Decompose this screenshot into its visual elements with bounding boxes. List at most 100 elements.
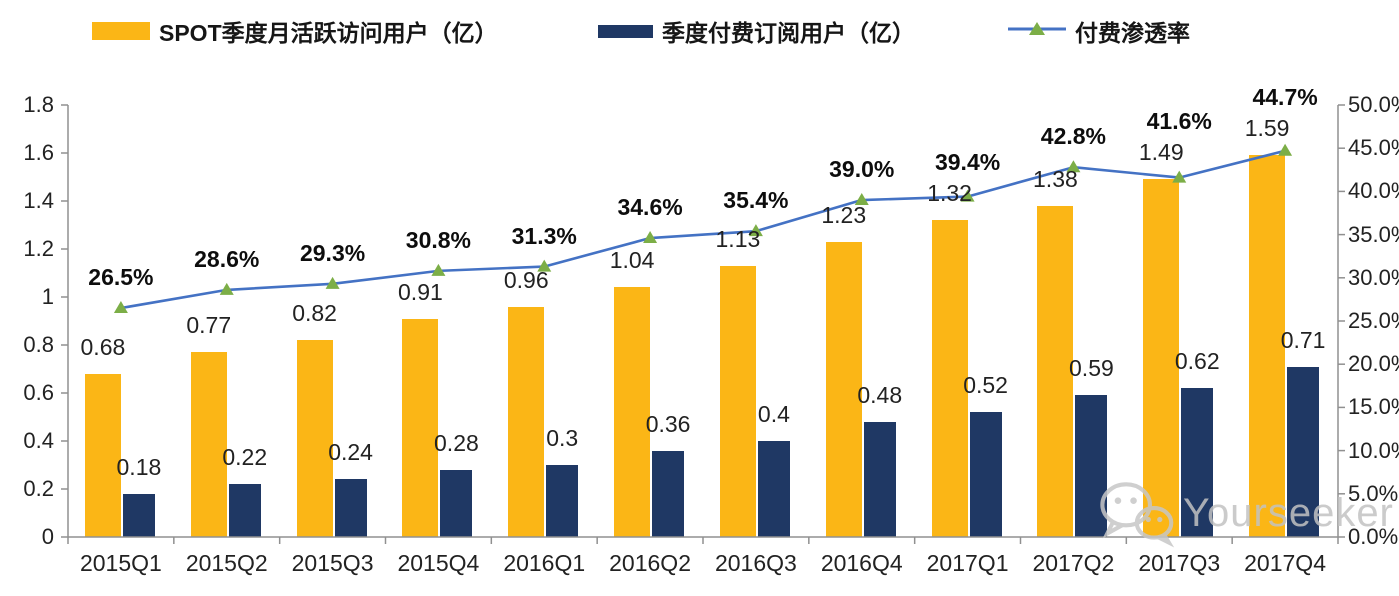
bar-mau-2015Q4 bbox=[402, 318, 439, 537]
right-axis-tick: 20.0% bbox=[1348, 351, 1399, 377]
penetration-value-label: 39.4% bbox=[934, 149, 1001, 176]
penetration-value-label: 29.3% bbox=[299, 239, 366, 266]
bar-subscribers-2015Q1 bbox=[122, 493, 155, 537]
bar-subscribers-2015Q2 bbox=[228, 484, 261, 537]
bar-subscribers-2015Q4 bbox=[440, 469, 473, 537]
left-axis-tick: 0 bbox=[41, 524, 54, 549]
mau-value-label: 0.96 bbox=[503, 266, 549, 293]
mau-value-label: 0.77 bbox=[186, 312, 232, 339]
left-axis-tick: 0.6 bbox=[23, 380, 54, 405]
left-axis-tick: 1.2 bbox=[23, 236, 54, 261]
right-axis-tick: 10.0% bbox=[1348, 437, 1399, 463]
mau-value-label: 1.32 bbox=[927, 180, 972, 207]
right-axis-tick: 45.0% bbox=[1348, 135, 1399, 161]
subscribers-value-label: 0.48 bbox=[857, 381, 903, 408]
bar-mau-2016Q1 bbox=[508, 306, 545, 537]
mau-value-label: 0.82 bbox=[292, 300, 337, 327]
x-axis-label: 2015Q4 bbox=[397, 550, 480, 576]
subscribers-value-label: 0.71 bbox=[1280, 326, 1326, 353]
x-axis-label: 2017Q4 bbox=[1244, 550, 1326, 576]
left-axis-tick: 1.4 bbox=[23, 188, 54, 213]
mau-value-label: 1.13 bbox=[715, 225, 761, 252]
x-axis-label: 2016Q2 bbox=[609, 550, 691, 576]
bar-subscribers-2016Q3 bbox=[757, 441, 790, 537]
left-axis-tick: 1.8 bbox=[23, 92, 54, 117]
x-axis-label: 2017Q2 bbox=[1032, 550, 1115, 576]
x-axis-label: 2017Q3 bbox=[1138, 550, 1221, 576]
left-axis-tick: 1 bbox=[41, 284, 54, 309]
x-axis-label: 2016Q3 bbox=[714, 550, 797, 576]
bar-mau-2015Q1 bbox=[84, 373, 121, 537]
bar-mau-2015Q3 bbox=[296, 340, 333, 537]
legend-label-mau: SPOT季度月活跃访问用户（亿） bbox=[159, 20, 498, 46]
legend-item-mau: SPOT季度月活跃访问用户（亿） bbox=[92, 18, 498, 46]
watermark-text: Yourseeker bbox=[1183, 490, 1394, 535]
right-axis-tick: 35.0% bbox=[1348, 221, 1399, 247]
penetration-value-label: 44.7% bbox=[1252, 84, 1318, 111]
subscribers-value-label: 0.22 bbox=[222, 444, 268, 471]
legend-item-subscribers: 季度付费订阅用户（亿） bbox=[598, 18, 915, 46]
penetration-value-label: 28.6% bbox=[194, 245, 260, 272]
bar-mau-2015Q2 bbox=[190, 352, 227, 537]
penetration-value-label: 42.8% bbox=[1040, 123, 1107, 150]
subscribers-value-label: 0.18 bbox=[116, 453, 162, 480]
mau-value-label: 0.91 bbox=[398, 278, 443, 305]
right-axis-tick: 30.0% bbox=[1348, 264, 1399, 290]
legend-label-penetration: 付费渗透率 bbox=[1075, 20, 1190, 46]
mau-value-label: 1.23 bbox=[821, 201, 867, 228]
left-axis-tick: 1.6 bbox=[23, 140, 54, 165]
mau-value-label: 1.49 bbox=[1138, 139, 1184, 166]
penetration-value-label: 39.0% bbox=[829, 156, 895, 183]
right-axis-tick: 0.0% bbox=[1348, 524, 1399, 549]
watermark: Yourseeker bbox=[1095, 476, 1394, 550]
right-axis-tick: 40.0% bbox=[1348, 178, 1399, 204]
penetration-value-label: 31.3% bbox=[511, 222, 577, 249]
subscribers-value-label: 0.3 bbox=[546, 425, 579, 451]
x-axis-label: 2015Q2 bbox=[185, 550, 268, 576]
right-axis-tick: 25.0% bbox=[1348, 308, 1399, 333]
subscribers-value-label: 0.28 bbox=[434, 429, 479, 456]
left-axis-tick: 0.2 bbox=[23, 476, 54, 501]
penetration-value-label: 41.6% bbox=[1146, 108, 1212, 135]
bar-mau-2016Q3 bbox=[719, 265, 756, 537]
wechat-icon bbox=[1095, 476, 1183, 550]
subscribers-value-label: 0.59 bbox=[1069, 355, 1114, 382]
mau-value-label: 1.38 bbox=[1033, 165, 1078, 192]
subscribers-value-label: 0.62 bbox=[1174, 348, 1220, 375]
penetration-line-swatch bbox=[1008, 20, 1066, 43]
x-axis-label: 2015Q3 bbox=[291, 550, 374, 576]
subscribers-value-label: 0.52 bbox=[963, 372, 1008, 399]
penetration-value-label: 34.6% bbox=[617, 194, 683, 221]
subscribers-bar-swatch bbox=[598, 24, 653, 38]
penetration-value-label: 26.5% bbox=[88, 264, 154, 291]
bar-subscribers-2016Q4 bbox=[863, 421, 896, 537]
mau-value-label: 0.68 bbox=[80, 333, 126, 360]
bar-subscribers-2017Q3 bbox=[1181, 388, 1214, 537]
bar-subscribers-2017Q1 bbox=[969, 412, 1002, 537]
bar-mau-2016Q2 bbox=[614, 287, 651, 537]
mau-bar-swatch bbox=[92, 22, 150, 40]
left-axis-tick: 0.8 bbox=[23, 332, 54, 357]
x-axis-label: 2017Q1 bbox=[926, 550, 1009, 576]
penetration-value-label: 30.8% bbox=[405, 226, 472, 253]
bar-subscribers-2015Q3 bbox=[334, 479, 367, 537]
x-axis-label: 2016Q1 bbox=[503, 550, 586, 576]
right-axis-tick: 5.0% bbox=[1348, 480, 1399, 506]
legend-label-subscribers: 季度付费订阅用户（亿） bbox=[662, 20, 915, 46]
x-axis-label: 2015Q1 bbox=[79, 550, 162, 576]
right-axis-tick: 50.0% bbox=[1348, 92, 1399, 117]
legend-item-penetration: 付费渗透率 bbox=[1008, 18, 1190, 46]
right-axis-tick: 15.0% bbox=[1348, 394, 1399, 420]
subscribers-value-label: 0.36 bbox=[645, 410, 691, 437]
mau-value-label: 1.04 bbox=[609, 247, 655, 274]
bar-subscribers-2017Q2 bbox=[1075, 395, 1108, 537]
left-axis-tick: 0.4 bbox=[23, 428, 54, 453]
subscribers-value-label: 0.4 bbox=[757, 401, 790, 427]
subscribers-value-label: 0.24 bbox=[328, 439, 373, 466]
penetration-value-label: 35.4% bbox=[723, 187, 789, 214]
bar-subscribers-2016Q1 bbox=[546, 465, 579, 537]
bar-subscribers-2017Q4 bbox=[1287, 366, 1320, 537]
bar-subscribers-2016Q2 bbox=[652, 450, 685, 537]
mau-value-label: 1.59 bbox=[1244, 115, 1290, 142]
